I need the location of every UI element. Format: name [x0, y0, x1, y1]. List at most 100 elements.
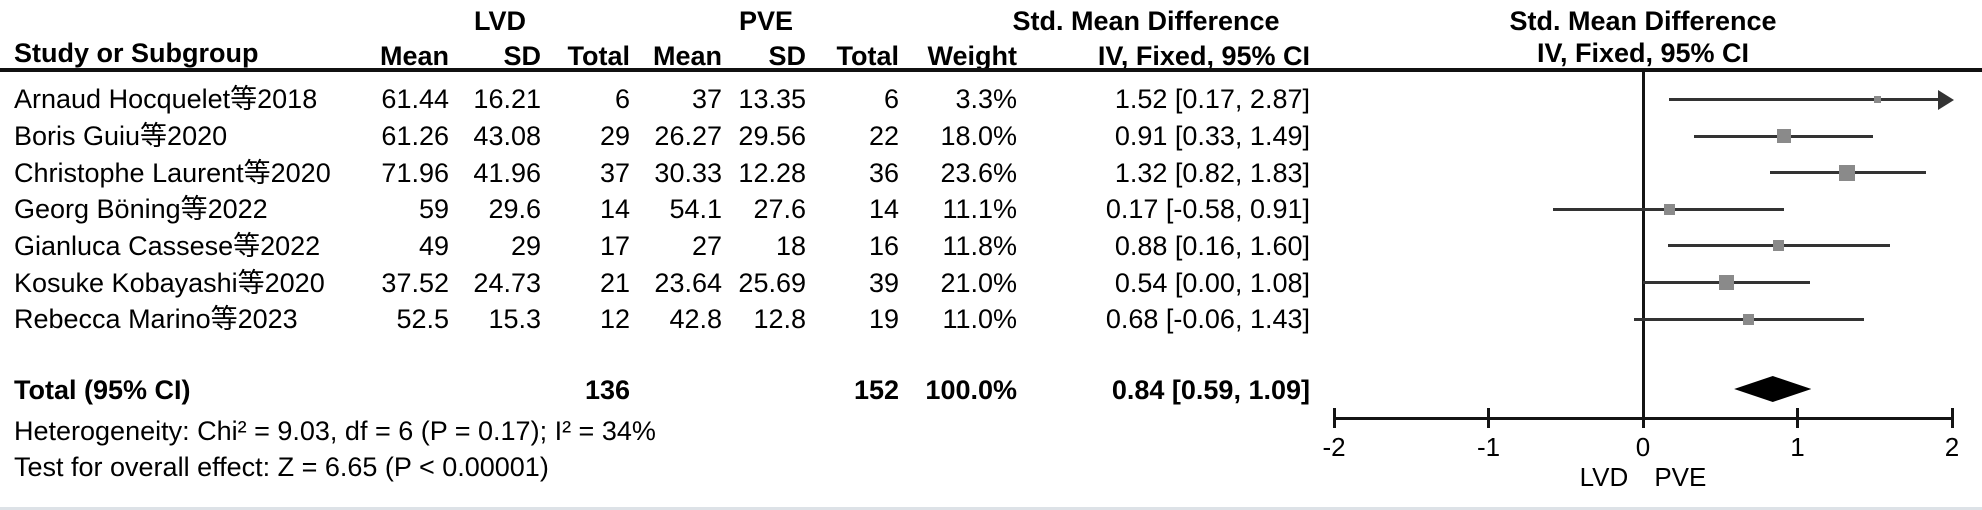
total-pve-total: 152: [853, 375, 899, 405]
pve-total: 19: [868, 304, 899, 334]
pve-sd: 29.56: [738, 121, 806, 151]
axis-tick-label: -2: [1322, 432, 1346, 462]
axis-tick: [1796, 408, 1799, 428]
weight: 23.6%: [940, 158, 1017, 188]
study-name: Christophe Laurent等2020: [14, 158, 331, 188]
lvd-total: 6: [614, 84, 630, 114]
smd-header-right: Std. Mean Difference: [1509, 6, 1777, 36]
study-name: Boris Guiu等2020: [14, 121, 228, 151]
lvd-sd: 29: [510, 231, 541, 261]
col-header-ci-left: IV, Fixed, 95% CI: [1097, 41, 1310, 71]
weight: 11.1%: [942, 194, 1017, 224]
lvd-mean: 52.5: [396, 304, 449, 334]
axis-tick: [1950, 408, 1954, 428]
total-row: Total (95% CI) 136 152 100.0% 0.84 [0.59…: [0, 372, 1982, 409]
lvd-mean: 61.26: [381, 121, 449, 151]
table-row: Christophe Laurent等2020 71.96 41.96 37 3…: [0, 155, 1982, 192]
pve-total: 16: [868, 231, 899, 261]
pve-sd: 18: [775, 231, 806, 261]
lvd-sd: 16.21: [473, 84, 541, 114]
pve-mean: 37: [691, 84, 722, 114]
pve-sd: 27.6: [753, 194, 806, 224]
lvd-sd: 41.96: [473, 158, 541, 188]
lvd-total: 17: [599, 231, 630, 261]
table-row: Kosuke Kobayashi等2020 37.52 24.73 21 23.…: [0, 265, 1982, 302]
total-weight: 100.0%: [925, 375, 1017, 405]
smd-ci: 0.68 [-0.06, 1.43]: [1105, 304, 1310, 334]
lvd-total: 37: [599, 158, 630, 188]
smd-ci: 0.88 [0.16, 1.60]: [1114, 231, 1310, 261]
axis-tick: [1487, 408, 1490, 428]
lvd-sd: 24.73: [473, 268, 541, 298]
lvd-mean: 71.96: [381, 158, 449, 188]
lvd-total: 12: [599, 304, 630, 334]
favours-right-label: PVE: [1654, 462, 1707, 492]
col-header-pve-total: Total: [836, 41, 900, 71]
total-lvd-total: 136: [584, 375, 630, 405]
study-name: Gianluca Cassese等2022: [14, 231, 321, 261]
smd-ci: 0.91 [0.33, 1.49]: [1114, 121, 1310, 151]
pve-sd: 13.35: [738, 84, 806, 114]
smd-ci: 1.32 [0.82, 1.83]: [1114, 158, 1310, 188]
axis-tick-label: 2: [1944, 432, 1960, 462]
col-header-ci-right: IV, Fixed, 95% CI: [1536, 38, 1750, 68]
pve-mean: 42.8: [669, 304, 722, 334]
weight: 18.0%: [940, 121, 1017, 151]
weight: 11.0%: [942, 304, 1017, 334]
study-name: Arnaud Hocquelet等2018: [14, 84, 318, 114]
pve-mean: 30.33: [654, 158, 722, 188]
smd-header-left: Std. Mean Difference: [1012, 6, 1280, 36]
lvd-sd: 15.3: [488, 304, 541, 334]
lvd-sd: 43.08: [473, 121, 541, 151]
pve-total: 14: [868, 194, 899, 224]
weight: 3.3%: [955, 84, 1017, 114]
lvd-mean: 37.52: [381, 268, 449, 298]
heterogeneity-text: Heterogeneity: Chi² = 9.03, df = 6 (P = …: [14, 416, 656, 446]
smd-ci: 0.54 [0.00, 1.08]: [1114, 268, 1310, 298]
study-name: Georg Böning等2022: [14, 194, 268, 224]
pve-total: 36: [868, 158, 899, 188]
lvd-total: 14: [599, 194, 630, 224]
smd-ci: 1.52 [0.17, 2.87]: [1114, 84, 1310, 114]
axis-tick-label: -1: [1476, 432, 1501, 462]
weight: 11.8%: [942, 231, 1017, 261]
axis-tick-label: 1: [1790, 432, 1805, 462]
pve-mean: 27: [691, 231, 722, 261]
table-row: Arnaud Hocquelet等2018 61.44 16.21 6 37 1…: [0, 81, 1982, 118]
group-header-lvd: LVD: [474, 6, 526, 36]
col-header-lvd-sd: SD: [503, 41, 541, 71]
pve-total: 39: [868, 268, 899, 298]
lvd-mean: 61.44: [381, 84, 449, 114]
weight: 21.0%: [940, 268, 1017, 298]
lvd-sd: 29.6: [488, 194, 541, 224]
x-axis-line: [1334, 416, 1952, 420]
col-header-pve-sd: SD: [768, 41, 806, 71]
table-row: Georg Böning等2022 59 29.6 14 54.1 27.6 1…: [0, 191, 1982, 228]
table-row: Gianluca Cassese等2022 49 29 17 27 18 16 …: [0, 228, 1982, 265]
col-header-pve-mean: Mean: [652, 41, 722, 71]
total-smd-ci: 0.84 [0.59, 1.09]: [1111, 375, 1310, 405]
lvd-mean: 49: [418, 231, 449, 261]
pve-mean: 23.64: [654, 268, 722, 298]
pve-sd: 12.28: [738, 158, 806, 188]
pve-total: 6: [883, 84, 899, 114]
header-rule: [0, 68, 1982, 72]
lvd-total: 29: [599, 121, 630, 151]
lvd-mean: 59: [418, 194, 449, 224]
study-name: Kosuke Kobayashi等2020: [14, 268, 325, 298]
axis-direction-labels: LVD PVE: [1493, 462, 1793, 493]
axis-tick: [1332, 408, 1336, 428]
total-label: Total (95% CI): [14, 375, 191, 405]
favours-left-label: LVD: [1579, 462, 1629, 492]
pve-mean: 54.1: [669, 194, 722, 224]
lvd-total: 21: [599, 268, 630, 298]
overall-effect-text: Test for overall effect: Z = 6.65 (P < 0…: [14, 452, 549, 482]
table-row: Rebecca Marino等2023 52.5 15.3 12 42.8 12…: [0, 301, 1982, 338]
pve-sd: 25.69: [738, 268, 806, 298]
col-header-lvd-total: Total: [567, 41, 631, 71]
pve-mean: 26.27: [654, 121, 722, 151]
pve-total: 22: [868, 121, 899, 151]
group-header-pve: PVE: [738, 6, 794, 36]
table-row: Boris Guiu等2020 61.26 43.08 29 26.27 29.…: [0, 118, 1982, 155]
